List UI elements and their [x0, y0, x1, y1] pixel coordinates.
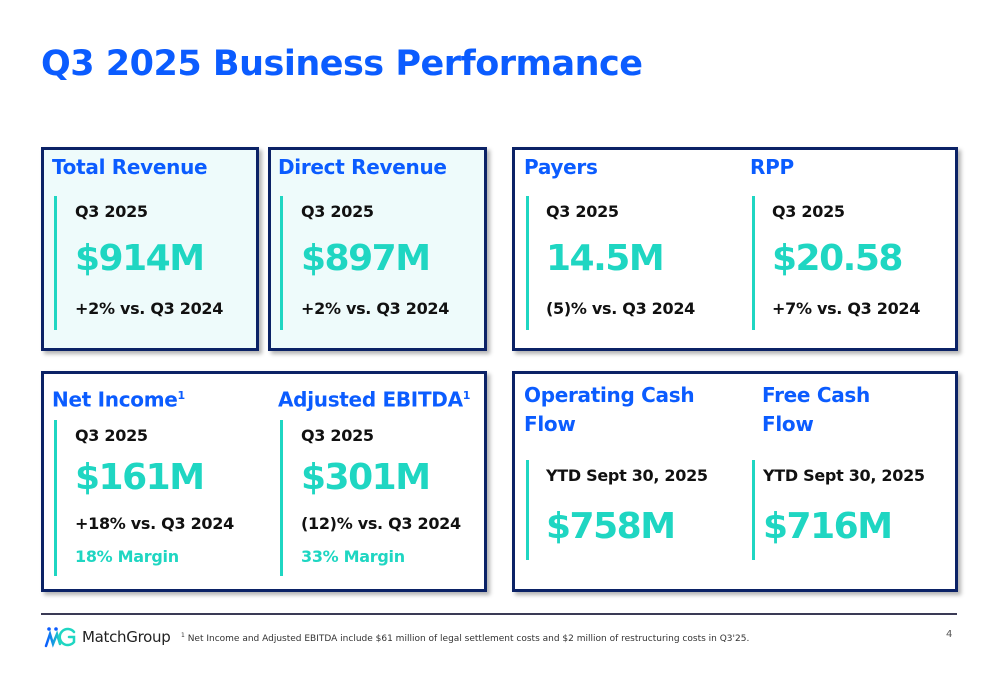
page-number: 4: [946, 629, 953, 640]
footnote-mark: 1: [181, 632, 185, 639]
metric-value: 14.5M: [546, 238, 665, 279]
metric-value: $758M: [546, 506, 676, 547]
footnote: 1 Net Income and Adjusted EBITDA include…: [181, 632, 749, 644]
period-label: YTD Sept 30, 2025: [546, 466, 708, 485]
metric-value: $914M: [75, 238, 205, 279]
metric-change: (5)% vs. Q3 2024: [546, 299, 695, 318]
period-label: Q3 2025: [772, 202, 845, 221]
metric-value: $20.58: [772, 238, 903, 279]
period-label: Q3 2025: [301, 202, 374, 221]
card-heading: Net Income1: [52, 381, 185, 415]
card-heading: Operating Cash Flow: [524, 381, 695, 439]
accent-bar: [54, 420, 57, 576]
metric-change: +2% vs. Q3 2024: [301, 299, 450, 318]
heading-line: Free Cash: [762, 383, 870, 407]
metric-change: +7% vs. Q3 2024: [772, 299, 921, 318]
total-revenue-card: [41, 147, 259, 351]
payers-rpp-card: [512, 147, 958, 351]
period-label: YTD Sept 30, 2025: [763, 466, 925, 485]
card-heading: Free Cash Flow: [762, 381, 870, 439]
period-label: Q3 2025: [75, 202, 148, 221]
direct-revenue-card: [268, 147, 487, 351]
footnote-mark: 1: [177, 389, 186, 402]
heading-text: Net Income: [52, 387, 178, 412]
matchgroup-logo: MatchGroup: [44, 626, 171, 648]
metric-value: $161M: [75, 457, 205, 498]
footnote-text: Net Income and Adjusted EBITDA include $…: [184, 634, 750, 644]
card-heading: Payers: [524, 155, 598, 179]
metric-value: $897M: [301, 238, 431, 279]
page-title: Q3 2025 Business Performance: [41, 44, 643, 84]
profitability-card: [41, 371, 487, 592]
accent-bar: [752, 460, 755, 560]
accent-bar: [752, 196, 755, 330]
metric-value: $301M: [301, 457, 431, 498]
footnote-mark: 1: [462, 389, 471, 402]
card-heading: Adjusted EBITDA1: [278, 381, 470, 415]
heading-line: Flow: [524, 412, 576, 436]
metric-value: $716M: [763, 506, 893, 547]
margin-label: 18% Margin: [75, 547, 179, 566]
accent-bar: [54, 196, 57, 330]
heading-line: Operating Cash: [524, 383, 695, 407]
period-label: Q3 2025: [546, 202, 619, 221]
logo-text: MatchGroup: [82, 628, 171, 646]
cash-flow-card: [512, 371, 958, 592]
metric-change: +18% vs. Q3 2024: [75, 514, 234, 533]
metric-change: (12)% vs. Q3 2024: [301, 514, 461, 533]
card-heading: RPP: [750, 155, 794, 179]
metric-change: +2% vs. Q3 2024: [75, 299, 224, 318]
period-label: Q3 2025: [301, 426, 374, 445]
matchgroup-logo-icon: [44, 627, 76, 648]
heading-text: Adjusted EBITDA: [278, 387, 463, 412]
card-heading: Total Revenue: [52, 155, 208, 179]
period-label: Q3 2025: [75, 426, 148, 445]
accent-bar: [280, 420, 283, 576]
card-heading: Direct Revenue: [278, 155, 447, 179]
accent-bar: [280, 196, 283, 330]
accent-bar: [526, 196, 529, 330]
accent-bar: [526, 460, 529, 560]
heading-line: Flow: [762, 412, 814, 436]
footer-divider: [41, 613, 957, 615]
margin-label: 33% Margin: [301, 547, 405, 566]
